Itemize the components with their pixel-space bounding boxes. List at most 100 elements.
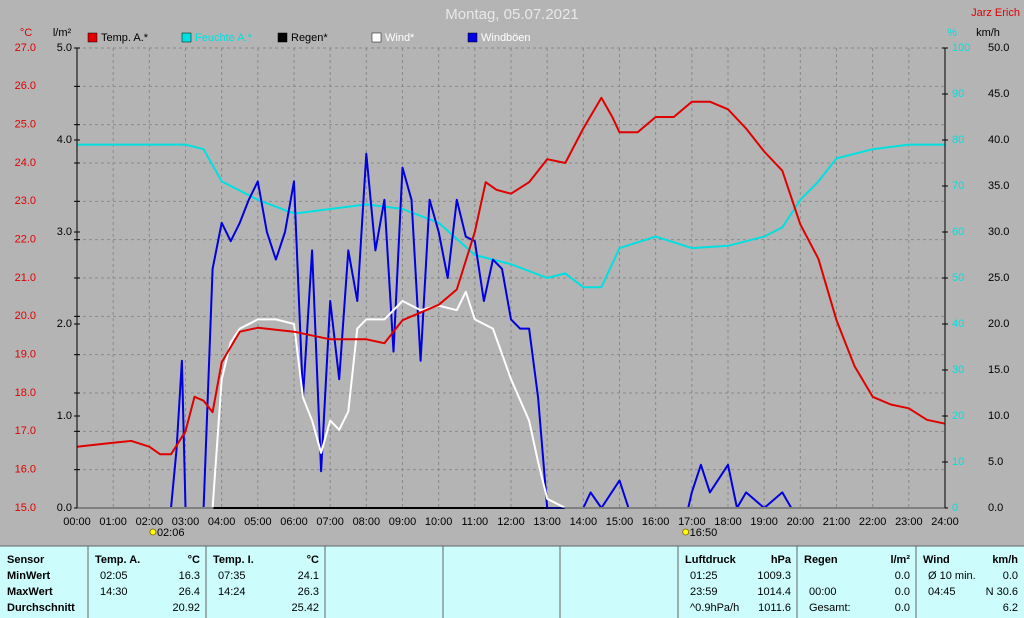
axis-unit: l/m² <box>53 27 72 39</box>
axis-unit: % <box>947 27 957 39</box>
x-tick-label: 17:00 <box>678 516 706 528</box>
legend-swatch <box>467 32 478 43</box>
y-tick-label: 27.0 <box>15 42 36 54</box>
legend-swatch <box>181 32 192 43</box>
x-tick-label: 23:00 <box>895 516 923 528</box>
table-header: Regen <box>804 554 838 566</box>
table-cell: 25.42 <box>291 602 319 614</box>
table-cell: 23:59 <box>690 586 718 598</box>
x-tick-label: 04:00 <box>208 516 236 528</box>
table-cell: 0.0 <box>895 570 910 582</box>
table-header: Temp. I. <box>213 554 254 566</box>
table-cell: 0.0 <box>895 602 910 614</box>
y-tick-label: 50 <box>952 272 964 284</box>
y-tick-label: 4.0 <box>57 134 72 146</box>
y-tick-label: 26.0 <box>15 80 36 92</box>
table-cell: 0.0 <box>895 586 910 598</box>
table-background <box>0 546 1024 618</box>
table-unit: l/m² <box>890 554 910 566</box>
row-label: MinWert <box>7 570 51 582</box>
y-tick-label: 60 <box>952 226 964 238</box>
y-tick-label: 2.0 <box>57 318 72 330</box>
y-tick-label: 24.0 <box>15 157 36 169</box>
series-line <box>77 143 945 289</box>
table-header: Wind <box>923 554 950 566</box>
x-tick-label: 16:00 <box>642 516 670 528</box>
x-tick-label: 03:00 <box>172 516 200 528</box>
legend-swatch <box>277 32 288 43</box>
table-cell: 1009.3 <box>757 570 791 582</box>
row-label: MaxWert <box>7 586 53 598</box>
table-unit: °C <box>188 554 200 566</box>
x-tick-label: 05:00 <box>244 516 272 528</box>
table-header: Temp. A. <box>95 554 140 566</box>
x-tick-label: 06:00 <box>280 516 308 528</box>
table-cell: 16.3 <box>179 570 200 582</box>
table-cell: 1011.6 <box>758 602 791 614</box>
grid <box>76 47 946 509</box>
x-tick-label: 12:00 <box>497 516 525 528</box>
y-tick-label: 15.0 <box>988 364 1009 376</box>
table-header: Sensor <box>7 554 45 566</box>
x-tick-label: 13:00 <box>533 516 561 528</box>
table-cell: 1014.4 <box>757 586 791 598</box>
y-tick-label: 0 <box>952 502 958 514</box>
y-tick-label: 15.0 <box>15 502 36 514</box>
legend-label: Regen* <box>291 32 328 44</box>
table-cell: 6.2 <box>1003 602 1018 614</box>
x-tick-label: 19:00 <box>750 516 778 528</box>
x-tick-label: 07:00 <box>316 516 344 528</box>
y-tick-label: 22.0 <box>15 234 36 246</box>
y-tick-label: 5.0 <box>57 42 72 54</box>
y-tick-label: 19.0 <box>15 349 36 361</box>
y-tick-label: 20.0 <box>988 318 1009 330</box>
table-cell: 24.1 <box>298 570 319 582</box>
y-tick-label: 16.0 <box>15 464 36 476</box>
table-unit: km/h <box>992 554 1018 566</box>
series-line <box>77 152 945 509</box>
chart-title: Montag, 05.07.2021 <box>445 6 578 23</box>
background <box>0 0 1024 546</box>
series-line <box>77 290 945 509</box>
sun-marker <box>682 528 690 536</box>
x-tick-label: 09:00 <box>389 516 417 528</box>
table-cell: Gesamt: <box>809 602 851 614</box>
legend-label: Feuchte A.* <box>195 32 253 44</box>
y-tick-label: 0.0 <box>57 502 72 514</box>
y-tick-label: 20.0 <box>15 310 36 322</box>
y-tick-label: 1.0 <box>57 410 72 422</box>
table-header: Luftdruck <box>685 554 737 566</box>
y-tick-label: 40.0 <box>988 134 1009 146</box>
x-tick-label: 22:00 <box>859 516 887 528</box>
x-tick-label: 14:00 <box>570 516 598 528</box>
series-line <box>76 96 946 456</box>
y-tick-label: 70 <box>952 180 964 192</box>
table-cell: 02:05 <box>100 570 128 582</box>
x-tick-label: 24:00 <box>931 516 959 528</box>
table-cell: 0.0 <box>1003 570 1018 582</box>
table-cell: 26.3 <box>298 586 319 598</box>
y-tick-label: 25.0 <box>15 119 36 131</box>
table-cell: 00:00 <box>809 586 837 598</box>
legend-label: Windböen <box>481 32 531 44</box>
annotation: 16:50 <box>690 527 718 539</box>
x-tick-label: 01:00 <box>99 516 127 528</box>
table-cell: N 30.6 <box>986 586 1018 598</box>
y-tick-label: 20 <box>952 410 964 422</box>
x-tick-label: 15:00 <box>606 516 634 528</box>
y-tick-label: 25.0 <box>988 272 1009 284</box>
table-cell: 07:35 <box>218 570 246 582</box>
sun-marker <box>149 528 157 536</box>
y-tick-label: 90 <box>952 88 964 100</box>
y-tick-label: 50.0 <box>988 42 1009 54</box>
legend-label: Wind* <box>385 32 415 44</box>
table-cell: 20.92 <box>172 602 200 614</box>
table-unit: °C <box>307 554 319 566</box>
table-cell: Ø 10 min. <box>928 570 976 582</box>
y-tick-label: 0.0 <box>988 502 1003 514</box>
y-tick-label: 30 <box>952 364 964 376</box>
y-tick-label: 23.0 <box>15 195 36 207</box>
table-unit: hPa <box>771 554 792 566</box>
y-tick-label: 100 <box>952 42 970 54</box>
